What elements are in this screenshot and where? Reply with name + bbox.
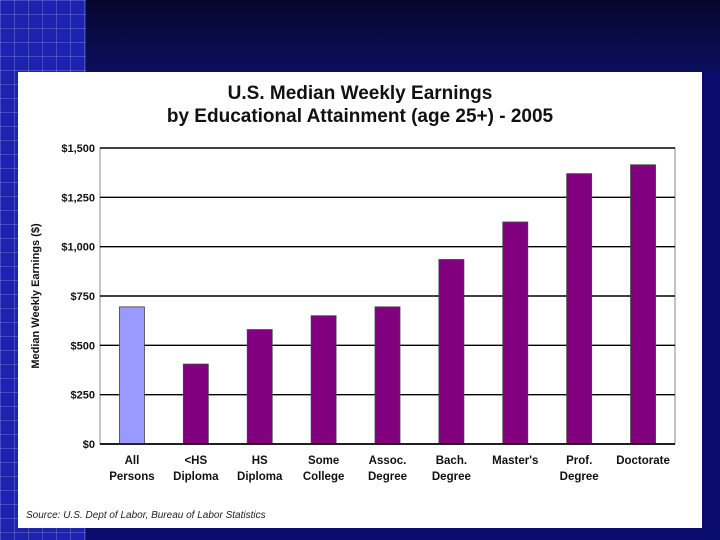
bar: [182, 363, 209, 445]
bar: [374, 306, 401, 445]
y-tick-label: $750: [71, 291, 95, 303]
x-tick-label: Doctorate: [616, 455, 670, 467]
x-tick-label: Degree: [560, 471, 599, 483]
y-tick-label: $500: [71, 340, 95, 352]
bar: [566, 173, 593, 445]
x-tick-label: College: [303, 471, 345, 483]
background-dark-band: [86, 0, 720, 72]
y-tick-label: $250: [71, 390, 95, 402]
chart-title-line1: U.S. Median Weekly Earnings: [227, 83, 493, 104]
x-tick-label: <HS: [184, 455, 207, 467]
y-tick-label: $1,250: [61, 192, 95, 204]
chart-title-line2: by Educational Attainment (age 25+) - 20…: [166, 106, 554, 127]
y-tick-label: $1,500: [61, 143, 95, 155]
x-tick-label: Master's: [492, 455, 538, 467]
x-tick-label: Assoc.: [369, 455, 407, 467]
bar: [310, 315, 337, 445]
x-tick-label: Some: [308, 455, 339, 467]
x-tick-label: Degree: [432, 471, 471, 483]
y-axis-title: Median Weekly Earnings ($): [30, 223, 42, 369]
chart-title: U.S. Median Weekly Earnings by Education…: [18, 82, 702, 128]
x-tick-label: Persons: [109, 471, 154, 483]
chart-panel: $0 $250 $500 $750 $1,000 $1,250 $1,500 Median W…: [18, 72, 702, 528]
bar: [119, 306, 145, 445]
x-tick-label: Prof.: [566, 455, 592, 467]
x-tick-label: Diploma: [173, 471, 219, 483]
x-tick-label: Degree: [368, 471, 407, 483]
y-tick-label: $0: [83, 439, 95, 451]
bar: [630, 164, 656, 445]
x-tick-label: Bach.: [436, 455, 467, 467]
bar-chart: $0 $250 $500 $750 $1,000 $1,250 $1,500 Median W…: [30, 143, 676, 483]
bar: [438, 259, 465, 445]
source-note: Source: U.S. Dept of Labor, Bureau of La…: [26, 510, 266, 521]
x-tick-label: HS: [252, 455, 268, 467]
y-tick-label: $1,000: [61, 242, 95, 254]
bar: [502, 221, 529, 445]
x-tick-label: All: [125, 455, 140, 467]
bar: [246, 329, 273, 445]
x-tick-label: Diploma: [237, 471, 283, 483]
